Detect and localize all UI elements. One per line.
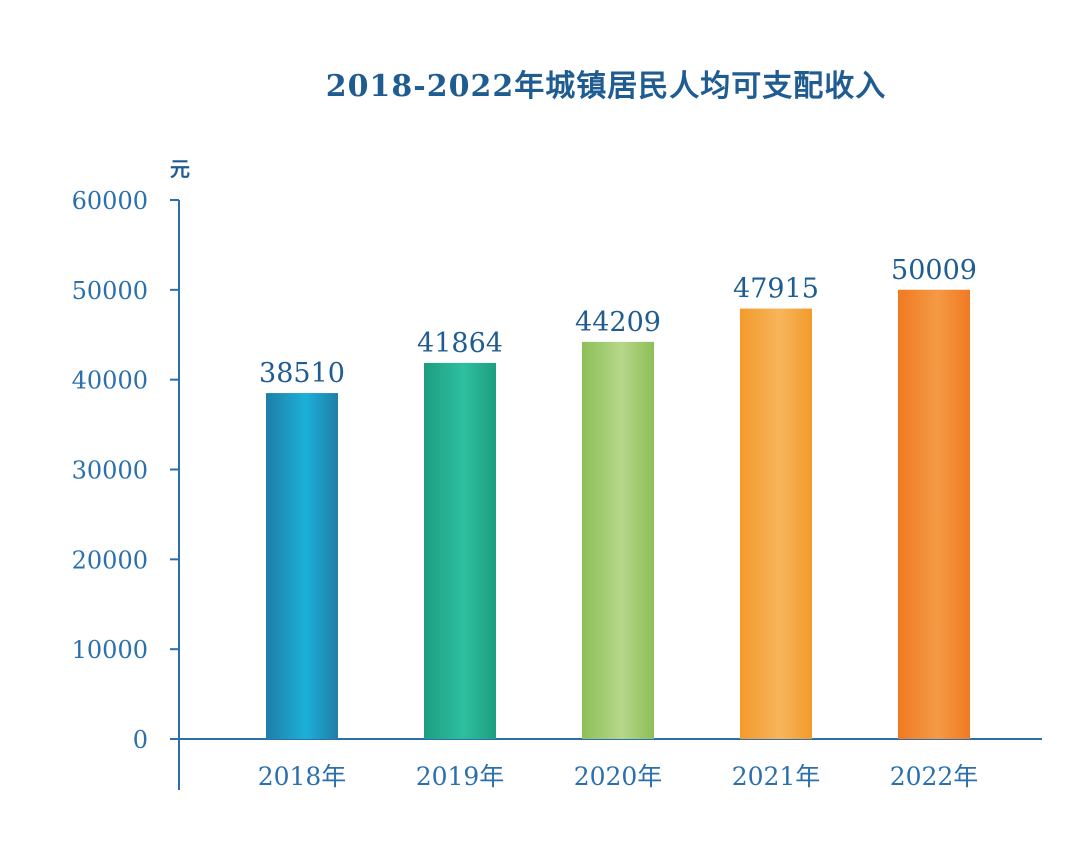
y-tick-label: 20000 bbox=[72, 546, 148, 574]
y-axis-ticks: 0 10000 20000 30000 40000 50000 60000 bbox=[72, 187, 179, 754]
x-category-label-0: 2018年 bbox=[258, 762, 347, 791]
x-category-label-2: 2020年 bbox=[574, 762, 663, 791]
chart-title: 2018-2022年城镇居民人均可支配收入 bbox=[326, 69, 886, 104]
bar-value-label-2: 44209 bbox=[575, 307, 661, 338]
bar-value-label-1: 41864 bbox=[417, 328, 503, 359]
y-tick-label: 60000 bbox=[72, 187, 148, 215]
bar-4 bbox=[898, 289, 970, 739]
y-tick-label: 0 bbox=[133, 726, 148, 754]
y-axis-unit-label: 元 bbox=[170, 157, 190, 181]
bar-0 bbox=[266, 393, 338, 739]
x-category-label-3: 2021年 bbox=[732, 762, 821, 791]
x-category-label-4: 2022年 bbox=[890, 762, 979, 791]
x-axis-labels: 2018年 2019年 2020年 2021年 2022年 bbox=[258, 762, 979, 791]
bars-group bbox=[266, 289, 970, 739]
bar-value-label-0: 38510 bbox=[259, 358, 345, 389]
y-tick-label: 10000 bbox=[72, 636, 148, 664]
x-category-label-1: 2019年 bbox=[416, 762, 505, 791]
y-tick-label: 40000 bbox=[72, 367, 148, 395]
value-labels-group: 38510 41864 44209 47915 50009 bbox=[259, 255, 977, 389]
bar-3 bbox=[740, 308, 812, 739]
y-tick-label: 50000 bbox=[72, 277, 148, 305]
y-tick-label: 30000 bbox=[72, 457, 148, 485]
bar-value-label-4: 50009 bbox=[891, 255, 977, 286]
bar-value-label-3: 47915 bbox=[733, 274, 819, 305]
bar-2 bbox=[582, 341, 654, 739]
bar-1 bbox=[424, 362, 496, 739]
